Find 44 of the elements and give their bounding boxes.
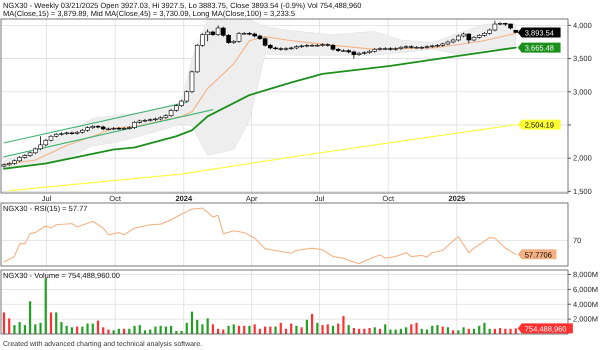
bar (18, 322, 21, 334)
bar (138, 325, 141, 334)
bar (8, 318, 10, 334)
bar (337, 324, 340, 334)
bar (300, 327, 303, 334)
bar (384, 324, 386, 334)
bar (478, 326, 480, 334)
bar (410, 324, 412, 334)
bar (55, 312, 58, 334)
bar (206, 318, 209, 334)
bar (254, 324, 256, 334)
bar (316, 322, 318, 334)
bar (374, 327, 376, 334)
bar (102, 327, 104, 334)
bar (243, 326, 246, 334)
bar (269, 326, 272, 334)
bar (128, 328, 130, 334)
bar (348, 325, 350, 334)
bar (457, 330, 460, 334)
bar (431, 326, 434, 334)
bar (66, 326, 68, 334)
bar (186, 322, 188, 334)
bar (442, 326, 444, 334)
bar (196, 320, 198, 334)
bar (149, 330, 152, 334)
bar (363, 328, 366, 334)
bar (112, 330, 115, 334)
bar (504, 328, 506, 334)
bar (280, 322, 282, 334)
bar (290, 324, 292, 334)
bar (488, 328, 491, 334)
bar (222, 330, 224, 334)
bar (394, 330, 397, 334)
bar (92, 324, 94, 334)
bar (232, 324, 235, 334)
bar (175, 331, 178, 334)
bar (81, 326, 84, 334)
bar (420, 328, 423, 334)
bar (34, 324, 36, 334)
bar (468, 328, 470, 334)
bar (160, 326, 162, 334)
bar (190, 312, 194, 334)
bar (326, 324, 329, 334)
bar (44, 278, 47, 334)
